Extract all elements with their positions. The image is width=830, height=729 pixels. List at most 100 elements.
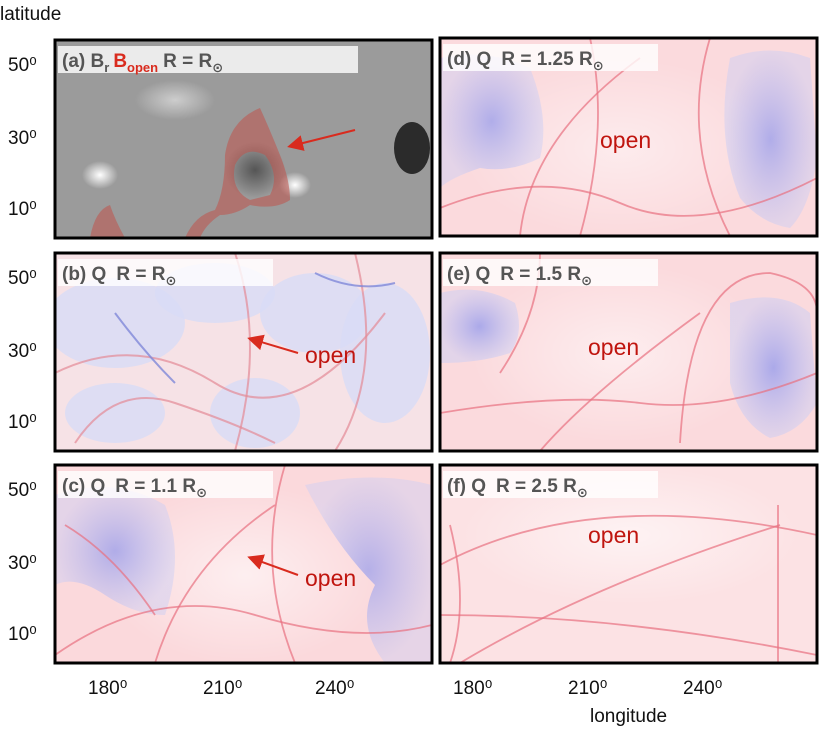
annotation: open: [588, 522, 639, 548]
panel-label-part: R = 1.5 R: [500, 264, 581, 285]
x-tick-label: 240⁰: [683, 678, 722, 699]
y-tick-label: 50⁰: [8, 480, 37, 501]
q-line: [459, 524, 781, 663]
panel-label-part: ⊙: [577, 485, 588, 500]
panel-label: (e) Q R = 1.5 R⊙: [447, 264, 592, 288]
panel: (c) Q R = 1.1 R⊙ open: [53, 463, 434, 665]
q-line: [679, 272, 817, 444]
panel-label-part: ⊙: [165, 273, 176, 288]
q-line: [440, 614, 817, 656]
x-tick-label: 180⁰: [88, 678, 127, 699]
blue-region: [724, 50, 817, 228]
panel-label-part: Q: [91, 476, 106, 497]
panel-label: (f) Q R = 2.5 R⊙: [447, 476, 588, 500]
arrow: [287, 129, 356, 151]
panel-label-part: (b): [62, 264, 86, 285]
white-region: [470, 263, 770, 443]
panel-label-part: R = 1.1 R: [115, 476, 196, 497]
q-blob: [65, 383, 165, 443]
panel: (a) Br Bopen R = R⊙: [53, 38, 434, 240]
panel-label-part: ⊙: [593, 58, 604, 73]
blue-region: [440, 54, 544, 189]
q-line: [74, 397, 276, 444]
annotation: open: [600, 127, 651, 153]
blue-region: [305, 477, 432, 663]
panel-label-part: r: [104, 60, 109, 75]
q-blob: [340, 283, 430, 423]
panel-label-part: (f): [447, 476, 466, 497]
panel-frame: [53, 463, 434, 665]
blue-region: [55, 487, 175, 615]
x-tick-label: 240⁰: [315, 678, 354, 699]
y-tick-label: 50⁰: [8, 55, 37, 76]
panel-label-part: Q: [92, 264, 107, 285]
q-line: [64, 524, 156, 616]
panel-label: (d) Q R = 1.25 R⊙: [447, 49, 604, 73]
panel-frame: [53, 251, 434, 453]
blue-region: [730, 297, 817, 438]
panel-label-part: Q: [476, 264, 491, 285]
y-tick-label: 10⁰: [8, 199, 37, 220]
q-line: [539, 312, 701, 451]
y-tick-label: 30⁰: [8, 341, 37, 362]
blue-region: [440, 289, 519, 363]
label-backing: [443, 471, 658, 498]
panel: (d) Q R = 1.25 R⊙ open: [438, 36, 819, 238]
label-backing: [58, 471, 273, 498]
y-axis-label: latitude: [0, 4, 61, 25]
q-line: [697, 38, 731, 236]
panel-image-group: [55, 465, 432, 663]
panel: (b) Q R = R⊙ open: [53, 251, 434, 453]
panel-label-part: Q: [477, 49, 492, 70]
label-backing: [58, 259, 273, 286]
q-line: [334, 253, 368, 451]
y-tick-label: 30⁰: [8, 553, 37, 574]
x-tick-label: 210⁰: [568, 678, 607, 699]
x-tick-label: 210⁰: [203, 678, 242, 699]
panel-label: (a) Br Bopen R = R⊙: [62, 51, 223, 75]
annotation: open: [588, 334, 639, 360]
panel-label-part: (c): [62, 476, 85, 497]
q-line: [314, 272, 396, 288]
y-tick-label: 30⁰: [8, 128, 37, 149]
q-blob: [55, 278, 185, 368]
panel-label-part: ⊙: [196, 485, 207, 500]
arrow: [247, 554, 299, 576]
open-region: [90, 108, 290, 238]
panel-label: (c) Q R = 1.1 R⊙: [62, 476, 207, 500]
label-backing: [443, 44, 658, 71]
q-line: [449, 524, 461, 663]
panel-label-part: (a): [62, 51, 85, 72]
panel-label-part: Q: [471, 476, 486, 497]
bright-spot: [82, 161, 118, 189]
x-axis-label: longitude: [590, 706, 667, 727]
q-line: [440, 177, 817, 217]
annotation: open: [305, 565, 356, 591]
q-line: [55, 312, 386, 399]
q-line: [114, 312, 176, 384]
q-line: [55, 605, 432, 656]
panel-label-part: ⊙: [212, 60, 223, 75]
panel: (e) Q R = 1.5 R⊙ open: [438, 251, 819, 453]
panel: (f) Q R = 2.5 R⊙ open: [438, 463, 819, 665]
bright-spot: [135, 80, 215, 120]
white-region: [105, 485, 385, 663]
y-tick-label: 10⁰: [8, 624, 37, 645]
label-backing: [443, 259, 658, 286]
panel-label-part: B: [113, 51, 127, 72]
label-backing: [58, 46, 358, 73]
q-line: [271, 465, 296, 663]
panel-label-part: B: [91, 51, 105, 72]
panel-frame: [438, 36, 819, 238]
panel-frame: [438, 251, 819, 453]
q-line: [519, 57, 641, 236]
x-tick-label: 180⁰: [453, 678, 492, 699]
panel-label-part: (e): [447, 264, 470, 285]
panel-label-part: ⊙: [581, 273, 592, 288]
panel-label-part: R = R: [163, 51, 212, 72]
panel-label-part: R = R: [116, 264, 165, 285]
arrow: [247, 334, 299, 354]
q-line: [154, 504, 276, 663]
panel-label: (b) Q R = R⊙: [62, 264, 176, 288]
